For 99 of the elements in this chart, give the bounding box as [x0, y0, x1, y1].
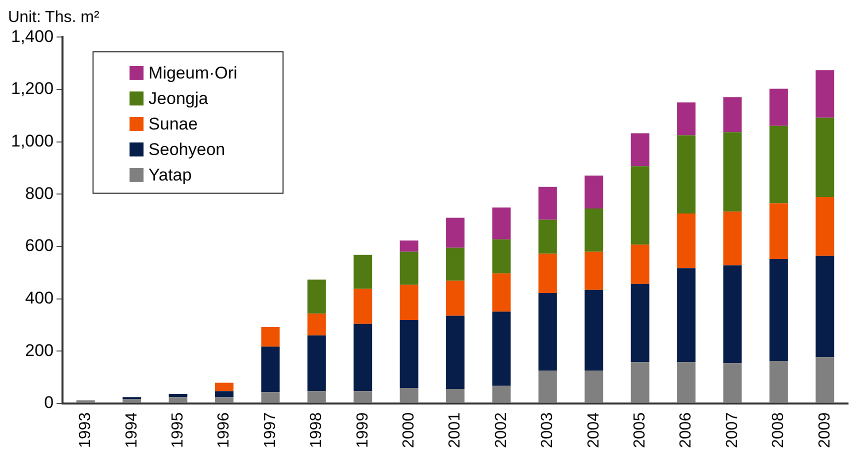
bar — [584, 176, 604, 209]
bar — [723, 265, 742, 364]
bar — [354, 391, 372, 403]
bar — [630, 284, 650, 362]
bar — [261, 392, 280, 403]
bar — [215, 397, 234, 403]
y-tick-label: 600 — [25, 236, 54, 256]
x-tick-label: 1994 — [123, 412, 140, 448]
x-tick-label: 2009 — [816, 412, 834, 448]
bar — [446, 248, 465, 281]
bar — [492, 312, 511, 386]
bar — [261, 327, 280, 347]
x-tick-label: 2004 — [585, 412, 602, 448]
bar — [354, 254, 372, 289]
bar — [816, 357, 834, 403]
x-tick-label: 2000 — [400, 412, 418, 448]
bar — [122, 399, 142, 403]
x-tick-label: 2003 — [539, 412, 556, 448]
bar — [538, 370, 557, 403]
bar — [677, 135, 696, 214]
bar — [677, 268, 696, 362]
bar — [307, 335, 326, 392]
bar — [215, 391, 234, 398]
y-tick-label: 1,000 — [10, 132, 54, 151]
legend-label: Sunae — [148, 114, 198, 134]
y-tick-label: 200 — [25, 340, 54, 360]
bar — [215, 382, 234, 392]
bar — [400, 320, 418, 388]
x-tick-label: 1997 — [262, 412, 279, 448]
bar — [354, 324, 372, 392]
x-tick-label: 1996 — [216, 412, 233, 448]
x-tick-label: 1993 — [77, 412, 94, 448]
bar — [446, 280, 465, 316]
x-tick-label: 2001 — [446, 412, 464, 448]
x-tick-label: 2008 — [770, 412, 788, 448]
chart-title: Unit: Ths. m² — [8, 9, 100, 26]
bar — [446, 389, 465, 403]
bar — [76, 400, 95, 403]
bar — [816, 256, 834, 358]
bar — [630, 133, 650, 166]
y-tick-label: 0 — [44, 393, 54, 412]
bar — [400, 252, 418, 285]
bar — [400, 284, 418, 320]
bar — [723, 132, 742, 212]
bar — [584, 208, 604, 252]
bar — [630, 362, 650, 403]
bar — [307, 280, 326, 314]
bar — [584, 290, 604, 370]
y-tick-label: 1,400 — [10, 26, 54, 46]
bar — [492, 386, 511, 403]
bar — [538, 293, 557, 370]
x-tick-label: 2002 — [492, 412, 510, 448]
bar — [446, 218, 465, 248]
y-tick-label: 1,200 — [10, 79, 54, 98]
bar — [630, 166, 650, 245]
bar — [354, 288, 372, 324]
bar — [168, 397, 188, 403]
x-tick-label: 1999 — [354, 412, 372, 448]
bar — [307, 391, 326, 403]
x-tick-label: 1998 — [308, 412, 326, 448]
bar — [261, 346, 280, 392]
legend-label: Migeum·Ori — [148, 64, 238, 83]
bar — [307, 314, 326, 336]
bar — [168, 394, 188, 398]
legend-label: Jeongja — [148, 89, 209, 108]
bar — [584, 252, 604, 290]
bar — [492, 239, 511, 274]
bar — [400, 240, 418, 252]
x-tick-label: 2005 — [631, 412, 648, 448]
bar — [816, 197, 834, 256]
x-tick-label: 2006 — [678, 412, 695, 448]
bar — [677, 214, 696, 268]
bar — [769, 88, 788, 126]
x-tick-label: 1995 — [169, 412, 186, 448]
bar — [446, 316, 465, 390]
bar — [723, 97, 742, 132]
bar — [677, 102, 696, 136]
bar — [769, 361, 788, 403]
bar — [723, 363, 742, 403]
y-tick-label: 400 — [25, 288, 54, 308]
bar — [677, 362, 696, 403]
bar — [769, 126, 788, 204]
bar — [400, 388, 418, 403]
legend-label: Yatap — [148, 166, 192, 185]
bar — [538, 220, 557, 254]
x-tick-label: 2007 — [724, 412, 741, 448]
bar — [538, 186, 557, 220]
bar — [723, 212, 742, 266]
bar — [492, 273, 511, 312]
bar — [584, 370, 604, 403]
bar — [492, 207, 511, 240]
y-tick-label: 800 — [25, 184, 54, 203]
bar — [538, 254, 557, 294]
bar — [630, 244, 650, 284]
bar — [769, 203, 788, 260]
legend-label: Seohyeon — [148, 140, 226, 160]
bar — [769, 259, 788, 362]
bar — [816, 118, 834, 198]
bar — [816, 70, 834, 118]
